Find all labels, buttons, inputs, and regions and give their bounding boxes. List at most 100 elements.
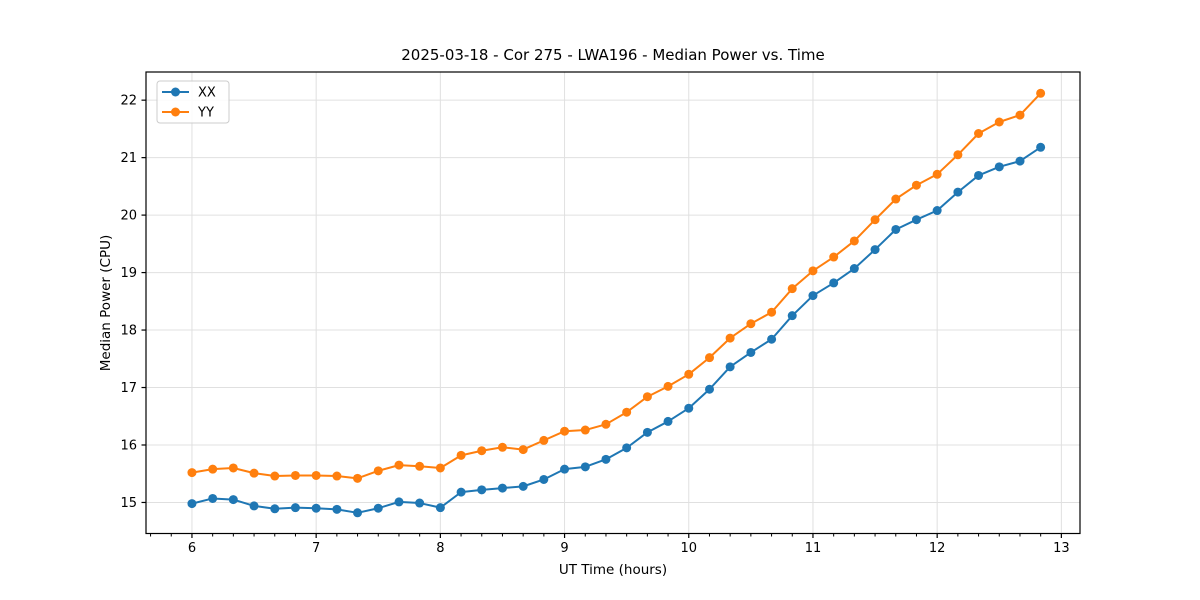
x-tick-label: 6	[188, 541, 196, 556]
y-tick-label: 21	[120, 151, 137, 166]
data-point-xx	[953, 187, 963, 197]
data-point-xx	[228, 495, 238, 505]
data-point-yy	[1015, 110, 1025, 120]
y-axis-label: Median Power (CPU)	[98, 235, 114, 371]
data-point-yy	[932, 169, 942, 179]
data-point-xx	[415, 498, 425, 508]
data-point-xx	[332, 504, 342, 514]
series-line-yy	[191, 92, 1042, 480]
data-point-yy	[705, 353, 715, 363]
series-yy	[187, 88, 1046, 483]
data-point-xx	[642, 427, 652, 437]
series-xx	[187, 142, 1046, 518]
y-tick-label: 17	[120, 381, 137, 396]
data-point-xx	[891, 224, 901, 234]
legend-entry-yy: YY	[162, 106, 214, 121]
data-point-yy	[332, 471, 342, 481]
data-point-yy	[684, 369, 694, 379]
data-point-yy	[435, 463, 445, 473]
y-tick-label: 15	[120, 496, 137, 511]
data-point-xx	[580, 462, 590, 472]
data-point-yy	[228, 463, 238, 473]
data-point-yy	[477, 446, 487, 456]
legend-entry-xx: XX	[162, 86, 216, 101]
data-point-yy	[497, 442, 507, 452]
x-tick-label: 7	[312, 541, 320, 556]
data-point-yy	[373, 466, 383, 476]
data-point-xx	[518, 481, 528, 491]
data-point-yy	[663, 381, 673, 391]
x-tick-label: 10	[680, 541, 697, 556]
data-point-xx	[808, 291, 818, 301]
data-point-xx	[497, 483, 507, 493]
data-point-xx	[746, 347, 756, 357]
data-point-xx	[249, 501, 259, 511]
x-axis-label: UT Time (hours)	[559, 562, 667, 578]
x-tick-label: 8	[436, 541, 444, 556]
data-point-yy	[518, 445, 528, 455]
data-point-yy	[415, 461, 425, 471]
data-series	[187, 88, 1046, 518]
data-point-yy	[808, 266, 818, 276]
data-point-xx	[829, 278, 839, 288]
data-point-xx	[394, 497, 404, 507]
data-point-yy	[290, 470, 300, 480]
data-point-xx	[1015, 156, 1025, 166]
data-point-yy	[311, 470, 321, 480]
data-point-yy	[249, 468, 259, 478]
data-point-xx	[974, 170, 984, 180]
data-point-xx	[311, 503, 321, 513]
data-point-xx	[270, 504, 280, 514]
data-point-yy	[1036, 88, 1046, 98]
data-point-xx	[622, 443, 632, 453]
y-tick-label: 22	[120, 94, 137, 109]
data-point-yy	[394, 460, 404, 470]
data-point-xx	[187, 499, 197, 509]
legend-label-yy: YY	[197, 106, 214, 121]
data-point-yy	[353, 473, 363, 483]
legend: XX YY	[156, 80, 230, 124]
data-point-xx	[456, 487, 466, 497]
legend-label-xx: XX	[198, 86, 216, 101]
data-point-yy	[849, 236, 859, 246]
legend-marker-yy	[171, 107, 180, 117]
data-point-yy	[270, 471, 280, 481]
data-point-yy	[994, 117, 1004, 127]
y-tick-label: 20	[120, 209, 137, 224]
x-tick-label: 11	[805, 541, 822, 556]
chart-title: 2025-03-18 - Cor 275 - LWA196 - Median P…	[401, 46, 825, 64]
data-point-yy	[746, 319, 756, 329]
data-point-yy	[974, 128, 984, 138]
data-point-yy	[539, 435, 549, 445]
y-tick-label: 19	[120, 266, 137, 281]
data-point-xx	[663, 416, 673, 426]
grid-lines	[146, 72, 1080, 534]
data-point-xx	[435, 503, 445, 513]
legend-marker-xx	[171, 87, 180, 97]
data-point-xx	[725, 362, 735, 372]
data-point-xx	[787, 311, 797, 321]
data-point-xx	[1036, 142, 1046, 152]
data-point-xx	[560, 464, 570, 474]
data-point-xx	[601, 454, 611, 464]
data-point-yy	[642, 392, 652, 402]
data-point-xx	[373, 503, 383, 513]
data-point-yy	[870, 215, 880, 225]
data-point-xx	[208, 493, 218, 503]
data-point-yy	[580, 425, 590, 435]
data-point-xx	[994, 162, 1004, 172]
data-point-yy	[891, 194, 901, 204]
data-point-yy	[560, 426, 570, 436]
data-point-yy	[911, 180, 921, 190]
data-point-yy	[953, 150, 963, 160]
data-point-xx	[684, 403, 694, 413]
data-point-yy	[601, 419, 611, 429]
data-point-xx	[849, 264, 859, 274]
data-point-xx	[477, 485, 487, 495]
data-point-yy	[725, 333, 735, 343]
data-point-xx	[539, 474, 549, 484]
y-tick-label: 16	[120, 438, 137, 453]
data-point-yy	[622, 407, 632, 417]
